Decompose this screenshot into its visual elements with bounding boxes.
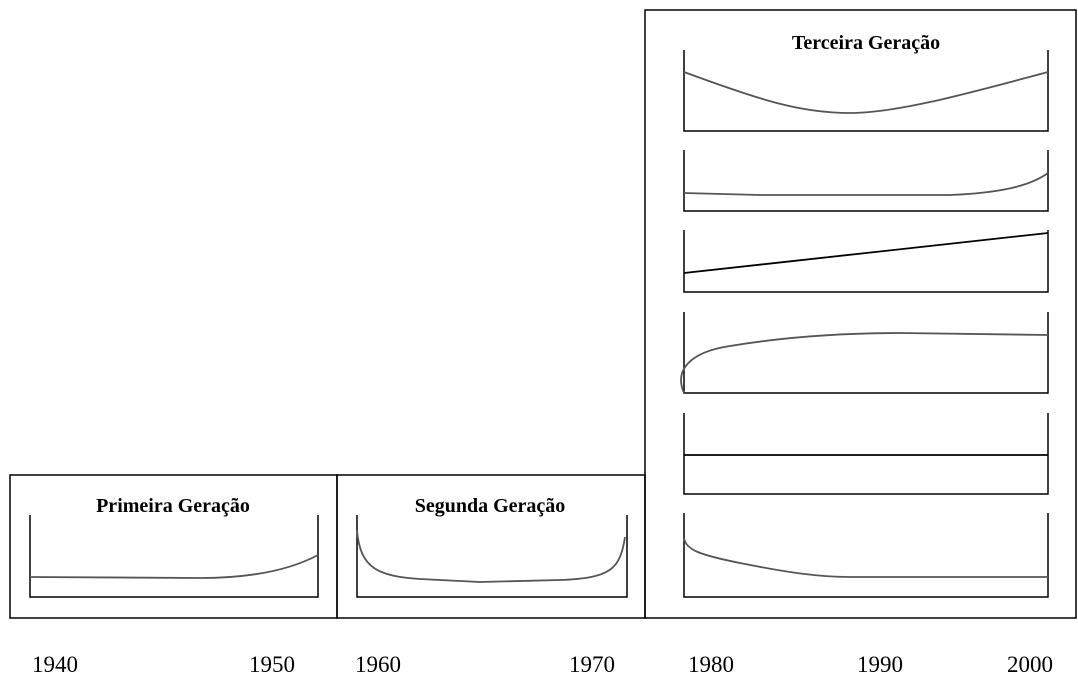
mini-plot-axes xyxy=(29,515,319,598)
year-label: 1950 xyxy=(249,652,295,677)
mini-plot-axes xyxy=(683,230,1049,293)
mini-plot-axes xyxy=(683,413,1049,495)
mini-plot-axes xyxy=(683,312,1049,394)
mini-plot-axes xyxy=(683,50,1049,132)
mini-plot-curve xyxy=(356,529,626,583)
year-label: 1960 xyxy=(355,652,401,677)
year-label: 1940 xyxy=(32,652,78,677)
year-label: 1970 xyxy=(569,652,615,677)
mini-plot-curve xyxy=(29,554,319,579)
generation-box xyxy=(644,9,1077,619)
mini-plot-curve xyxy=(683,537,1048,578)
year-label: 1980 xyxy=(688,652,734,677)
generation-title: Segunda Geração xyxy=(415,495,566,517)
mini-plot-axes xyxy=(356,515,628,598)
mini-plot-curve xyxy=(683,172,1049,196)
mini-plot-curve xyxy=(683,232,1049,274)
mini-plot-curve xyxy=(683,71,1049,114)
year-label: 2000 xyxy=(1007,652,1053,677)
year-label: 1990 xyxy=(857,652,903,677)
generation-title: Primeira Geração xyxy=(96,495,250,517)
mini-plot-axes xyxy=(683,150,1049,212)
mini-plot-axes xyxy=(683,513,1049,598)
mini-plot-curve xyxy=(680,332,1049,394)
generation-title: Terceira Geração xyxy=(792,32,940,54)
